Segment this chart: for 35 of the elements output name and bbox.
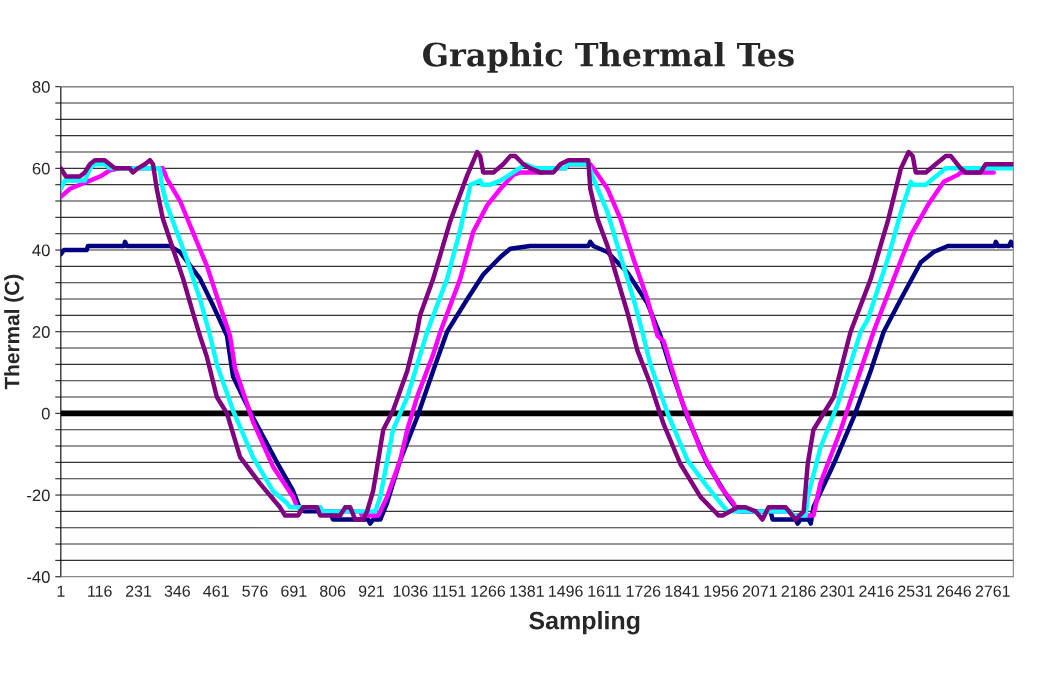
chart-title: Graphic Thermal Tes — [423, 41, 794, 73]
x-tick-label: 1036 — [393, 585, 428, 597]
y-tick-label: -20 — [27, 489, 50, 502]
x-tick-label: 576 — [242, 585, 268, 597]
x-tick-label: 2071 — [742, 585, 777, 597]
x-tick-label: 2761 — [975, 585, 1010, 597]
x-tick-label: 1956 — [704, 585, 738, 597]
x-tick-label: 1841 — [665, 585, 700, 597]
x-tick-label: 1 — [57, 585, 65, 597]
x-tick-label: 2646 — [936, 585, 971, 597]
x-tick-label: 691 — [281, 585, 307, 597]
x-axis-title: Sampling — [529, 611, 640, 635]
x-tick-label: 2531 — [898, 585, 933, 597]
x-tick-label: 346 — [164, 585, 190, 597]
x-tick-label: 1496 — [549, 585, 583, 597]
x-tick-label: 921 — [358, 585, 385, 597]
y-tick-label: 0 — [41, 407, 50, 420]
x-tick-label: 1726 — [626, 585, 661, 597]
x-tick-label: 806 — [320, 585, 346, 597]
y-tick-label: 40 — [32, 244, 50, 257]
y-axis-title: Thermal (C) — [4, 274, 24, 390]
y-tick-label: 60 — [32, 162, 50, 175]
x-tick-label: 1381 — [510, 585, 544, 597]
x-tick-label: 1151 — [433, 585, 466, 597]
x-tick-label: 2186 — [781, 585, 816, 597]
x-tick-label: 231 — [125, 585, 152, 597]
x-tick-label: 461 — [203, 585, 229, 597]
x-tick-label: 116 — [88, 585, 112, 597]
y-tick-label: 20 — [32, 326, 50, 338]
x-tick-label: 1611 — [588, 585, 621, 597]
y-tick-label: 80 — [32, 81, 50, 93]
x-tick-label: 2416 — [859, 585, 894, 597]
x-tick-label: 2301 — [820, 585, 855, 597]
y-tick-label: -40 — [27, 571, 50, 583]
x-tick-label: 1266 — [471, 585, 506, 597]
